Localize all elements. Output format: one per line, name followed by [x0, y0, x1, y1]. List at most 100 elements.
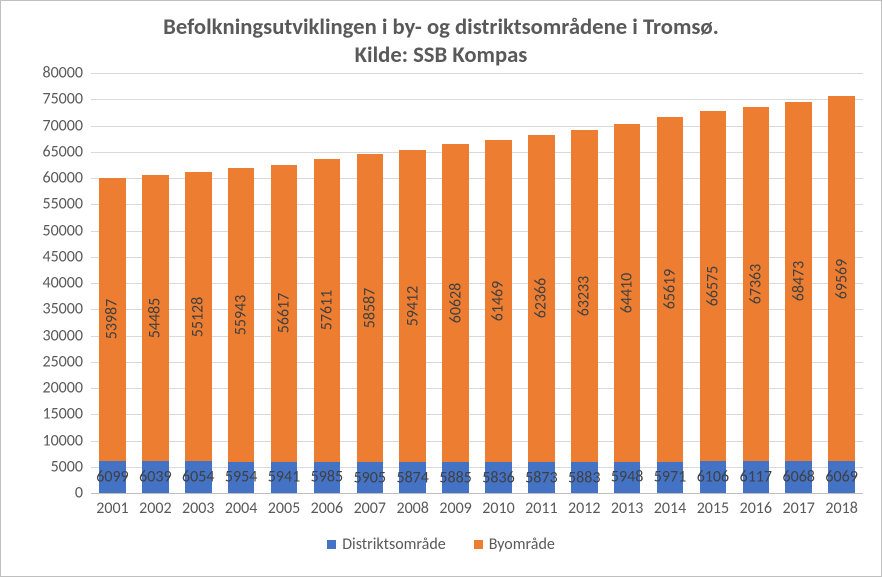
segment-distrikt: 6069: [828, 461, 855, 493]
stacked-bar: 5971 65619: [657, 117, 684, 493]
y-tick-label: 60000: [42, 169, 91, 188]
stacked-bar: 594864410: [614, 124, 641, 493]
bar-slot: 6068684732017: [777, 73, 820, 493]
data-label: 5971: [654, 468, 686, 487]
data-label: 55128: [189, 296, 208, 337]
segment-by: 57611: [314, 159, 341, 461]
stacked-bar: 5873 62366: [528, 135, 555, 493]
segment-distrikt: 5885: [442, 462, 469, 493]
data-label: 63233: [575, 276, 594, 317]
segment-distrikt: 5874: [399, 462, 426, 493]
segment-distrikt: 5836: [485, 462, 512, 493]
legend-item: Distriktsområde: [327, 535, 446, 554]
x-tick-label: 2001: [96, 493, 128, 518]
data-label: 6099: [96, 467, 128, 486]
x-tick-label: 2018: [825, 493, 857, 518]
segment-distrikt: 6099: [99, 461, 126, 493]
bar-slot: 5948644102013: [606, 73, 649, 493]
data-label: 6039: [139, 468, 171, 487]
data-label: 58587: [360, 288, 379, 329]
bar-slot: 6106665752015: [691, 73, 734, 493]
legend-label: Distriktsområde: [342, 535, 446, 554]
bar-slot: 5971656192014: [649, 73, 692, 493]
data-label: 55943: [232, 295, 251, 336]
bar-slot: 5885606282009: [434, 73, 477, 493]
bar-slot: 5874594122008: [391, 73, 434, 493]
segment-by: 58587: [357, 154, 384, 462]
y-tick-label: 15000: [42, 405, 91, 424]
x-tick-label: 2017: [782, 493, 814, 518]
data-label: 5873: [525, 468, 557, 487]
bar-slot: 5941566172005: [263, 73, 306, 493]
segment-distrikt: 5883: [571, 462, 598, 493]
x-tick-label: 2005: [268, 493, 300, 518]
data-label: 69569: [832, 258, 851, 299]
y-tick-label: 80000: [42, 64, 91, 83]
plot-area: 0500010000150002000025000300003500040000…: [91, 73, 863, 493]
segment-distrikt: 5954: [228, 462, 255, 493]
chart-container: Befolkningsutviklingen i by- og distrikt…: [0, 0, 882, 577]
x-tick-label: 2011: [525, 493, 557, 518]
segment-by: 56617: [271, 165, 298, 462]
x-tick-label: 2015: [697, 493, 729, 518]
segment-by: 65619: [657, 117, 684, 461]
x-tick-label: 2003: [182, 493, 214, 518]
data-label: 66575: [703, 266, 722, 307]
x-tick-label: 2008: [396, 493, 428, 518]
bar-slot: 6039544852002: [134, 73, 177, 493]
bar-slot: 6099539872001: [91, 73, 134, 493]
stacked-bar: 6068 68473: [785, 102, 812, 493]
stacked-bar: 583661469: [485, 140, 512, 493]
segment-by: 54485: [142, 175, 169, 461]
bar-slot: 5905585872007: [348, 73, 391, 493]
y-tick-label: 40000: [42, 274, 91, 293]
data-label: 57611: [317, 290, 336, 331]
data-label: 6106: [697, 467, 729, 486]
stacked-bar: 5954 55943: [228, 168, 255, 493]
y-tick-label: 55000: [42, 195, 91, 214]
segment-by: 61469: [485, 140, 512, 463]
x-tick-label: 2006: [311, 493, 343, 518]
data-label: 6117: [740, 467, 772, 486]
y-tick-label: 5000: [51, 457, 91, 476]
segment-distrikt: 5985: [314, 462, 341, 493]
data-label: 68473: [789, 261, 808, 302]
x-tick-label: 2009: [439, 493, 471, 518]
data-label: 6069: [825, 468, 857, 487]
segment-distrikt: 5873: [528, 462, 555, 493]
y-tick-label: 25000: [42, 352, 91, 371]
y-tick-label: 35000: [42, 300, 91, 319]
data-label: 62366: [532, 278, 551, 319]
segment-distrikt: 6039: [142, 461, 169, 493]
y-tick-label: 50000: [42, 221, 91, 240]
bar-slot: 5836614692010: [477, 73, 520, 493]
segment-by: 55943: [228, 168, 255, 462]
bar-slot: 5873623662011: [520, 73, 563, 493]
data-label: 5874: [396, 468, 428, 487]
legend-swatch: [327, 540, 336, 549]
stacked-bar: 6099 53987: [99, 178, 126, 493]
segment-distrikt: 6117: [743, 461, 770, 493]
segment-by: 69569: [828, 96, 855, 461]
x-tick-label: 2007: [354, 493, 386, 518]
bar-slot: 6117673632016: [734, 73, 777, 493]
data-label: 5883: [568, 468, 600, 487]
data-label: 64410: [618, 272, 637, 313]
chart-title: Befolkningsutviklingen i by- og distrikt…: [1, 13, 881, 70]
bar-slot: 6054551282003: [177, 73, 220, 493]
data-label: 65619: [661, 269, 680, 310]
y-tick-label: 30000: [42, 326, 91, 345]
y-tick-label: 45000: [42, 247, 91, 266]
legend: DistriktsområdeByområde: [1, 535, 881, 554]
stacked-bar: 588560628: [442, 144, 469, 493]
data-label: 54485: [146, 298, 165, 339]
segment-distrikt: 6106: [700, 461, 727, 493]
data-label: 56617: [275, 293, 294, 334]
data-label: 5954: [225, 468, 257, 487]
y-tick-label: 70000: [42, 116, 91, 135]
segment-distrikt: 6068: [785, 461, 812, 493]
y-tick-label: 75000: [42, 90, 91, 109]
segment-by: 53987: [99, 178, 126, 461]
x-tick-label: 2013: [611, 493, 643, 518]
y-tick-label: 10000: [42, 431, 91, 450]
